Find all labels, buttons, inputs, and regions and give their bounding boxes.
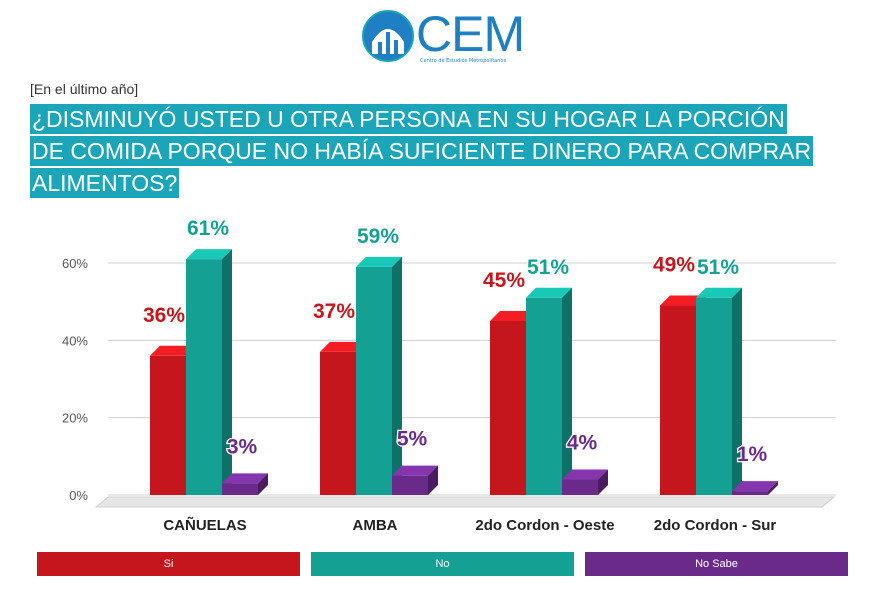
bar-top [150,345,196,356]
bar-top [660,295,706,306]
legend-no: No [311,552,574,576]
category-label: AMBA [353,517,398,534]
data-label: 61% [187,217,229,240]
data-label: 4% [567,432,598,455]
bar-top [356,256,402,267]
bar-top [732,481,778,492]
category-label: CAÑUELAS [163,516,246,534]
bar [356,266,392,495]
chart-floor [94,496,836,508]
bar-side [562,287,572,495]
bar-side [768,481,778,495]
bar [732,491,768,495]
bar-top [490,311,536,321]
data-label: 37% [313,300,355,323]
title-line-3: ALIMENTOS? [30,168,180,198]
category-label: 2do Cordon - Oeste [475,517,614,534]
bar-top [562,469,608,480]
bar-top [696,287,742,298]
data-label: 51% [527,256,569,279]
cem-logo-icon [362,10,414,62]
y-tick-label: 0% [69,488,88,503]
bar-side [222,249,232,495]
title-line-1: ¿DISMINUYÓ USTED U OTRA PERSONA EN SU HO… [30,104,787,134]
bar [392,475,428,495]
bar-top [186,249,232,260]
data-label: 51% [697,256,739,279]
bar-top [392,465,438,476]
legend-no-sabe: No Sabe [585,552,848,576]
data-label: 49% [653,254,695,277]
bar-side [392,256,402,495]
bar-top [222,473,268,484]
legend-si: Si [37,552,300,576]
logo-subtitle: Centro de Estudios Metropolitanos [420,58,507,64]
legend-si-label: Si [163,558,174,570]
bar [696,297,732,495]
bar [526,297,562,495]
y-tick-label: 60% [62,256,88,271]
bar-side [428,465,438,495]
data-label: 5% [397,428,428,451]
bar-side [598,469,608,495]
bar-top [526,287,572,298]
data-label: 59% [357,225,399,248]
bar [320,351,356,495]
logo-text: CEM [416,6,525,62]
bar [186,259,222,495]
legend-no-label: No [435,558,450,570]
bar [660,305,696,495]
bar [222,483,258,495]
data-label: 36% [143,304,185,327]
legend-no-sabe-label: No Sabe [695,558,738,570]
bar [150,355,186,495]
bar-side [258,473,268,495]
cem-logo: CEM Centro de Estudios Metropolitanos [362,6,532,68]
bar [562,479,598,495]
page-title: ¿DISMINUYÓ USTED U OTRA PERSONA EN SU HO… [30,104,820,200]
bar [490,321,526,495]
data-label: 3% [227,435,258,458]
y-tick-label: 40% [62,333,88,348]
title-line-2: DE COMIDA PORQUE NO HABÍA SUFICIENTE DIN… [30,136,814,166]
bar-top [320,341,366,352]
bar-side [732,287,742,495]
bar-chart: 0% 20% 40% 60% CAÑUELAS AMBA 2do Cordon - Oest… [62,216,836,534]
data-label: 45% [483,269,525,292]
y-tick-label: 20% [62,411,88,426]
category-label: 2do Cordon - Sur [654,517,777,534]
data-label: 1% [737,443,768,466]
kicker-text: [En el último año] [30,81,139,97]
